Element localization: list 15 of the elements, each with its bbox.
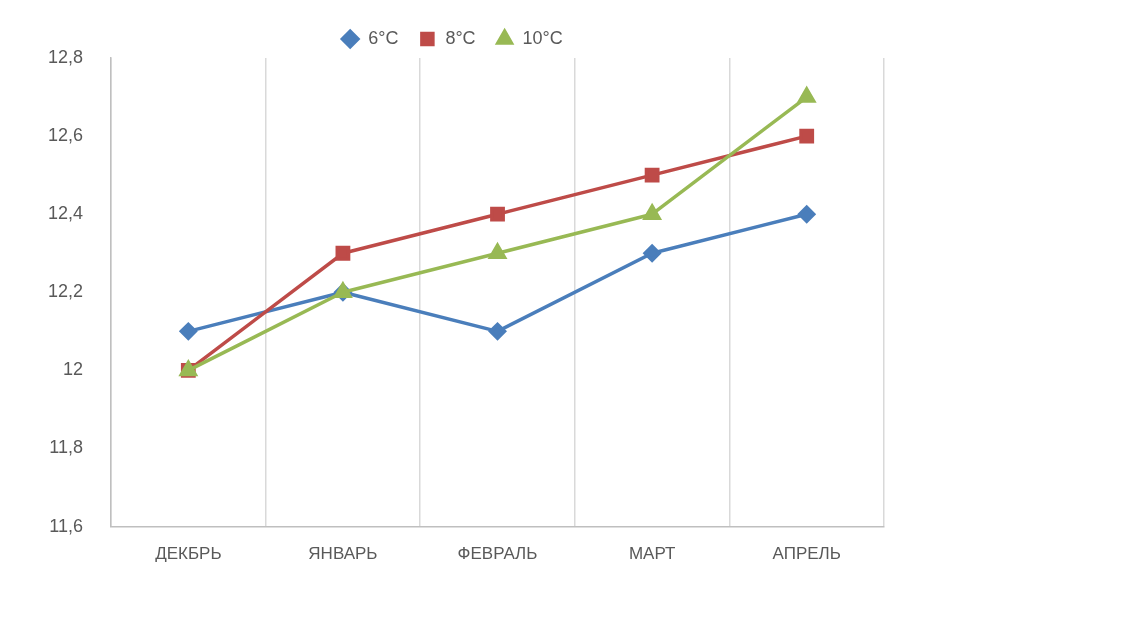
legend-label: 10°C (522, 27, 563, 48)
y-tick-label: 12,4 (47, 203, 84, 224)
y-tick-label: 11,8 (49, 437, 84, 458)
x-tick-label: ФЕВРАЛЬ (457, 544, 538, 564)
x-tick-label: ДЕКБРЬ (155, 544, 222, 564)
x-tick-label: МАРТ (628, 544, 676, 564)
y-tick-label: 12 (63, 359, 84, 380)
x-tick-label: ЯНВАРЬ (308, 544, 378, 564)
legend-label: 8°C (445, 27, 476, 48)
y-tick-label: 12,8 (47, 46, 84, 67)
x-tick-label: АПРЕЛЬ (772, 544, 841, 564)
legend-label: 6°C (368, 27, 399, 48)
y-tick-label: 12,6 (47, 125, 84, 146)
y-tick-label: 12,2 (47, 281, 84, 302)
y-tick-label: 11,6 (49, 515, 84, 536)
